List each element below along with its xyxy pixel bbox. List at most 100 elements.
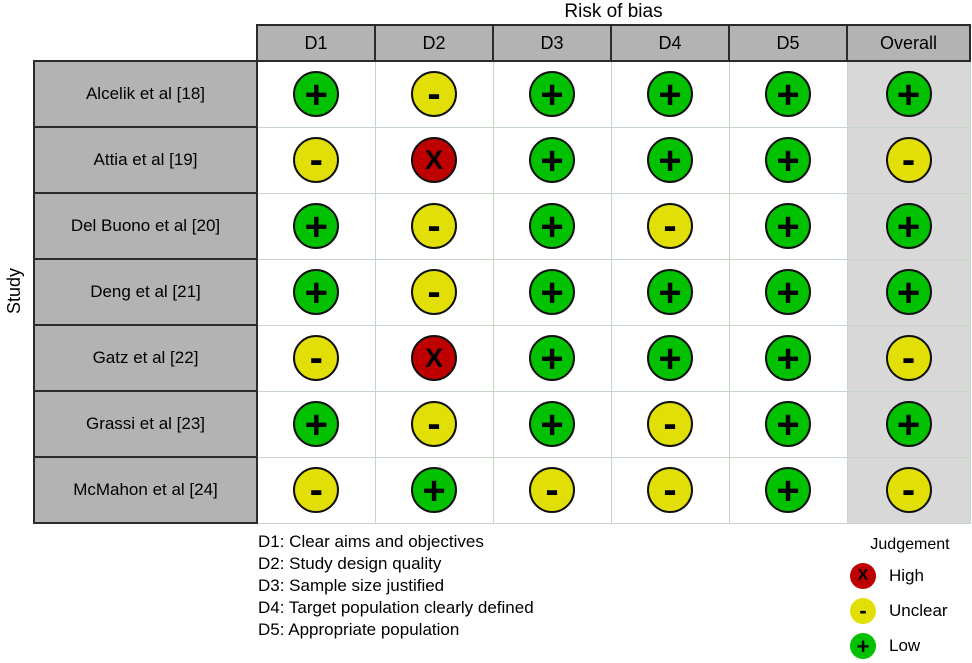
footnote-line: D5: Appropriate population xyxy=(258,620,460,639)
table-row: Del Buono et al [20] + - + - + + xyxy=(33,192,971,260)
minus-icon: - xyxy=(901,336,916,380)
judgement-circle-unclear: - xyxy=(293,137,340,183)
judgement-circle-low: + xyxy=(529,401,575,447)
plus-icon: + xyxy=(776,337,800,381)
judgement-cell-d1: - xyxy=(256,126,376,194)
plus-icon: + xyxy=(658,337,682,381)
judgement-circle-unclear: - xyxy=(293,335,340,381)
legend-circle-low: + xyxy=(850,633,876,659)
judgement-cell-d2: - xyxy=(374,390,494,458)
header-row: D1 D2 D3 D4 D5 Overall xyxy=(34,24,971,62)
judgement-cell-d4: + xyxy=(610,60,730,128)
column-header-d4: D4 xyxy=(610,24,730,62)
judgement-cell-d3: + xyxy=(492,60,612,128)
plus-icon: + xyxy=(776,73,800,118)
judgement-circle-unclear: - xyxy=(529,467,575,513)
plus-icon: + xyxy=(776,469,800,513)
table-body: Alcelik et al [18] + - + + + + Attia et al [19]… xyxy=(33,60,971,524)
minus-icon: - xyxy=(545,468,559,512)
judgement-circle-low: + xyxy=(765,269,811,315)
table-row: Grassi et al [23] + - + - + + xyxy=(33,390,971,458)
legend-circle-high: X xyxy=(850,563,876,589)
legend-items: X High - Unclear + Low xyxy=(850,563,970,659)
corner-cell xyxy=(34,25,257,61)
judgement-circle-low: + xyxy=(293,269,340,315)
judgement-circle-low: + xyxy=(529,71,575,118)
judgement-circle-unclear: - xyxy=(293,467,340,513)
x-icon: X xyxy=(857,567,869,584)
judgement-circle-low: + xyxy=(765,71,811,118)
judgement-circle-high: X xyxy=(411,335,457,381)
column-header-d5: D5 xyxy=(728,24,848,62)
column-header-overall: Overall xyxy=(846,24,971,62)
judgement-cell-d5: + xyxy=(728,192,848,260)
plus-icon: + xyxy=(540,403,564,447)
judgement-circle-unclear: - xyxy=(411,71,457,118)
judgement-circle-unclear: - xyxy=(411,269,457,315)
judgement-cell-d2: X xyxy=(374,126,494,194)
judgement-cell-d4: - xyxy=(610,192,730,260)
judgement-circle-low: + xyxy=(765,401,811,447)
judgement-cell-overall: + xyxy=(846,258,971,326)
table-row: Attia et al [19] - X + + + - xyxy=(33,126,971,194)
judgement-cell-d3: + xyxy=(492,126,612,194)
judgement-cell-d5: + xyxy=(728,126,848,194)
legend-label-unclear: Unclear xyxy=(889,601,948,620)
plus-icon: + xyxy=(896,205,921,249)
judgement-cell-d5: + xyxy=(728,60,848,128)
chart-title: Risk of bias xyxy=(564,1,663,22)
legend-label-low: Low xyxy=(889,636,921,655)
minus-icon: - xyxy=(427,204,441,248)
judgement-circle-unclear: - xyxy=(411,401,457,447)
minus-icon: - xyxy=(309,468,323,512)
plus-icon: + xyxy=(422,469,446,513)
study-label-cell: Alcelik et al [18] xyxy=(33,60,258,128)
judgement-cell-d4: - xyxy=(610,390,730,458)
judgement-cell-d2: - xyxy=(374,60,494,128)
judgement-circle-low: + xyxy=(647,137,693,183)
study-label-cell: McMahon et al [24] xyxy=(33,456,258,524)
legend-circle-unclear: - xyxy=(850,598,876,624)
plus-icon: + xyxy=(896,73,921,118)
plus-icon: + xyxy=(896,271,921,315)
judgement-cell-overall: + xyxy=(846,390,971,458)
plus-icon: + xyxy=(658,73,682,118)
footnote-line: D3: Sample size justified xyxy=(258,576,445,595)
table-row: Gatz et al [22] - X + + + - xyxy=(33,324,971,392)
judgement-circle-unclear: - xyxy=(411,203,457,249)
plus-icon: + xyxy=(540,73,564,118)
judgement-circle-unclear: - xyxy=(885,467,932,513)
judgement-circle-low: + xyxy=(885,269,932,315)
judgement-circle-low: + xyxy=(647,335,693,381)
plus-icon: + xyxy=(304,205,328,249)
judgement-cell-d3: + xyxy=(492,324,612,392)
table-row: Deng et al [21] + - + + + + xyxy=(33,258,971,326)
judgement-circle-low: + xyxy=(765,203,811,249)
column-header-d3: D3 xyxy=(492,24,612,62)
judgement-circle-high: X xyxy=(411,137,457,183)
study-label-cell: Attia et al [19] xyxy=(33,126,258,194)
minus-icon: - xyxy=(309,336,323,380)
legend-label-high: High xyxy=(889,566,924,585)
judgement-circle-low: + xyxy=(293,71,340,118)
x-icon: X xyxy=(424,343,443,373)
judgement-cell-d3: + xyxy=(492,258,612,326)
judgement-cell-d3: + xyxy=(492,390,612,458)
x-icon: X xyxy=(424,145,443,175)
minus-icon: - xyxy=(901,138,916,182)
plus-icon: + xyxy=(896,403,921,447)
minus-icon: - xyxy=(309,138,323,182)
legend-item-low: + Low xyxy=(850,633,970,659)
judgement-cell-overall: - xyxy=(846,126,971,194)
judgement-circle-low: + xyxy=(765,467,811,513)
judgement-cell-d5: + xyxy=(728,456,848,524)
judgement-cell-d1: + xyxy=(256,390,376,458)
judgement-cell-d1: + xyxy=(256,60,376,128)
plus-icon: + xyxy=(304,73,328,118)
judgement-circle-low: + xyxy=(293,401,340,447)
plus-icon: + xyxy=(304,403,328,447)
judgement-circle-low: + xyxy=(885,71,932,118)
plus-icon: + xyxy=(304,271,328,315)
judgement-circle-low: + xyxy=(885,203,932,249)
judgement-cell-overall: + xyxy=(846,192,971,260)
